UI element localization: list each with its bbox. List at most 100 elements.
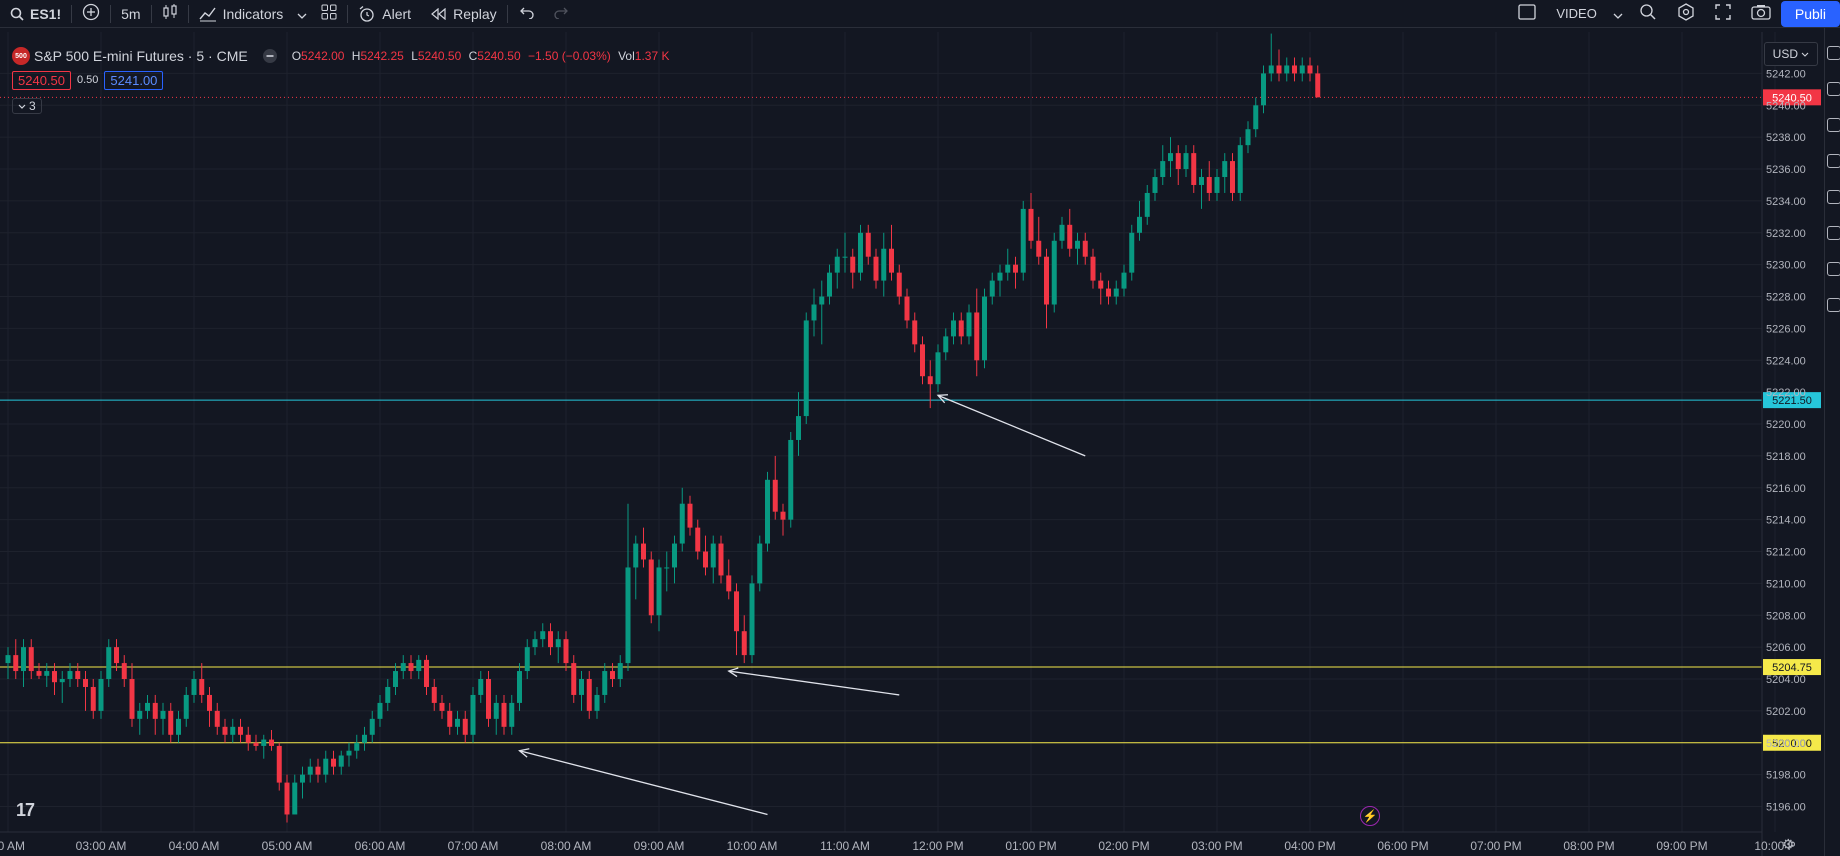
time-tick-label: 08:00 AM [541, 839, 592, 853]
settings-button[interactable] [1667, 0, 1705, 28]
watchlist-icon[interactable] [1827, 46, 1840, 60]
candle-body [1075, 240, 1080, 249]
arrow-head [727, 667, 739, 678]
price-tick-label: 5232.00 [1766, 228, 1806, 240]
candle-body [951, 320, 956, 337]
alerts-icon[interactable] [1827, 82, 1840, 96]
candle-body [462, 718, 468, 735]
candle-body [199, 679, 205, 695]
candle-body [1183, 153, 1189, 170]
notifications-icon[interactable] [1827, 298, 1840, 312]
arrow-head [518, 748, 530, 758]
lightning-icon[interactable]: ⚡ [1360, 806, 1380, 826]
candle-body [176, 718, 181, 735]
snapshot-button[interactable] [1741, 0, 1781, 28]
candle-body [276, 745, 282, 783]
candle-body [524, 647, 530, 672]
indicators-icon [199, 6, 217, 22]
news-icon[interactable] [1827, 118, 1840, 132]
level-price-tag [1763, 659, 1821, 676]
level-price-tag [1763, 734, 1821, 751]
price-chart[interactable]: 5221.50 5204.75 5200.00 5240.50 5196.00 5198… [0, 32, 1822, 856]
publish-button[interactable]: Publi [1780, 0, 1840, 27]
currency-select[interactable]: USD [1764, 42, 1818, 66]
candle-body [935, 352, 941, 385]
chart-legend: 500 S&P 500 E-mini Futures · 5 · CME O52… [12, 44, 673, 116]
candle-body [989, 280, 995, 297]
candle-body [478, 679, 484, 695]
compare-button[interactable] [72, 0, 110, 28]
layout-dropdown[interactable] [1607, 0, 1629, 28]
redo-button[interactable] [544, 0, 580, 28]
candle-body [245, 734, 251, 743]
candle-body [486, 679, 491, 719]
time-tick-label: 01:00 PM [1005, 839, 1056, 853]
candle-body [1222, 161, 1228, 178]
sell-price-button[interactable]: 5240.50 [12, 70, 71, 90]
indicators-collapse-button[interactable]: 3 [12, 98, 42, 114]
indicators-dropdown[interactable] [293, 0, 311, 28]
candle-body [555, 639, 561, 648]
ideas-icon[interactable] [1827, 190, 1840, 204]
candle-body [331, 758, 336, 767]
candle-body [1121, 272, 1127, 289]
candle-body [517, 671, 522, 703]
candle-body [718, 543, 724, 576]
layout-select-button[interactable] [1508, 0, 1546, 28]
candle-body [1059, 224, 1065, 241]
price-tick-label: 5210.00 [1766, 578, 1806, 590]
candle-body [509, 702, 515, 727]
candle-body [904, 296, 910, 321]
buy-price-button[interactable]: 5241.00 [104, 70, 164, 90]
fullscreen-button[interactable] [1705, 0, 1741, 28]
candle-body [579, 679, 584, 695]
layout-name[interactable]: VIDEO [1556, 6, 1597, 21]
price-tick-label: 5238.00 [1766, 132, 1806, 144]
candle-body [827, 272, 832, 297]
candle-body [912, 320, 918, 345]
candle-body [974, 312, 980, 361]
candle-body [323, 758, 329, 775]
undo-button[interactable] [508, 0, 544, 28]
quick-search-button[interactable] [1629, 0, 1667, 28]
collapsed-count: 3 [29, 99, 36, 113]
top-toolbar: ES1! 5m Indicators Alert [0, 0, 1840, 28]
replay-button[interactable]: Replay [421, 0, 507, 28]
candle-body [1276, 65, 1282, 74]
alert-label: Alert [382, 5, 412, 22]
candle-body [1129, 232, 1135, 273]
candle-body [1230, 161, 1235, 193]
toolbar-divider [187, 4, 189, 23]
right-sidebar [1824, 28, 1840, 856]
candle-body [253, 742, 259, 746]
candle-body [1261, 73, 1266, 106]
candle-body [1245, 129, 1251, 146]
candle-body [617, 663, 623, 680]
candle-body [1051, 240, 1057, 305]
alert-button[interactable]: Alert [348, 0, 421, 28]
candle-body [710, 543, 716, 568]
time-tick-label: 09:00 AM [634, 839, 685, 853]
candle-body [59, 679, 65, 683]
candle-body [44, 671, 50, 676]
candle-body [788, 439, 794, 520]
chevron-down-icon [18, 104, 26, 109]
candle-body [222, 726, 228, 735]
candle-body [1082, 240, 1088, 257]
undo-icon [518, 6, 534, 22]
symbol-title[interactable]: S&P 500 E-mini Futures · 5 · CME [34, 48, 248, 64]
chat-icon[interactable] [1827, 226, 1840, 240]
symbol-search[interactable]: ES1! [0, 0, 71, 28]
chart-type-button[interactable] [152, 0, 188, 28]
candle-body [1284, 65, 1290, 74]
price-tick-label: 5202.00 [1766, 706, 1806, 718]
candle-body [300, 774, 305, 783]
candle-body [1253, 105, 1259, 130]
interval-button[interactable]: 5m [121, 5, 141, 22]
calendar-icon[interactable] [1827, 154, 1840, 168]
indicators-button[interactable]: Indicators [189, 0, 294, 28]
templates-button[interactable] [311, 0, 347, 28]
streams-icon[interactable] [1827, 262, 1840, 276]
axis-settings-icon[interactable]: ⚙ [1782, 836, 1795, 852]
minus-circle-icon[interactable] [262, 48, 278, 64]
